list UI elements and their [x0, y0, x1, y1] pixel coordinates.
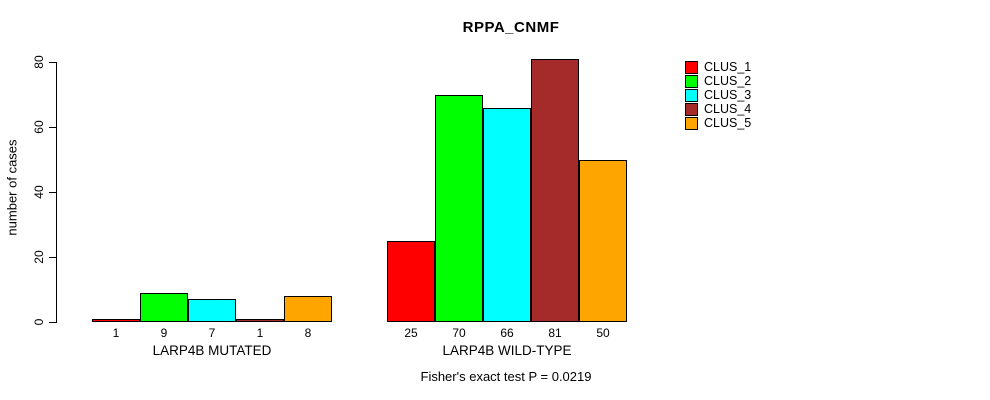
- bar-value-label: 25: [404, 326, 418, 340]
- bar-value-label: 7: [208, 326, 216, 340]
- y-axis-line: [56, 62, 57, 323]
- bar-value-label: 66: [500, 326, 514, 340]
- y-axis-tick: [49, 257, 56, 258]
- bar-clus_3-group2: [483, 107, 531, 322]
- y-tick-label: 40: [32, 185, 46, 199]
- legend-item-clus_2: CLUS_2: [685, 74, 751, 88]
- y-axis-tick: [49, 192, 56, 193]
- legend-item-clus_1: CLUS_1: [685, 60, 751, 74]
- bar-value-label: 1: [256, 326, 264, 340]
- y-tick-label: 20: [32, 250, 46, 264]
- legend-swatch-icon: [685, 116, 698, 130]
- y-axis-tick: [49, 322, 56, 323]
- y-tick-label: 0: [32, 318, 46, 326]
- chart-title: RPPA_CNMF: [462, 19, 560, 36]
- bar-value-label: 9: [160, 326, 168, 340]
- bar-value-label: 81: [548, 326, 562, 340]
- bar-clus_2-group2: [435, 94, 483, 322]
- x-group-label: LARP4B WILD-TYPE: [442, 343, 572, 358]
- bar-clus_4-group1: [236, 318, 284, 322]
- y-axis-title: number of cases: [4, 139, 20, 236]
- x-group-label: LARP4B MUTATED: [152, 343, 272, 358]
- legend-label: CLUS_5: [704, 116, 752, 130]
- bar-clus_5-group1: [284, 296, 332, 322]
- bar-clus_4-group2: [531, 58, 579, 322]
- bar-value-label: 1: [112, 326, 120, 340]
- bar-clus_3-group1: [188, 299, 236, 322]
- bar-clus_5-group2: [579, 159, 627, 322]
- y-tick-label: 80: [32, 55, 46, 69]
- bar-value-label: 50: [596, 326, 610, 340]
- y-axis-tick: [49, 127, 56, 128]
- bar-clus_1-group2: [387, 240, 435, 322]
- y-axis-tick: [49, 62, 56, 63]
- legend-swatch-icon: [685, 60, 698, 74]
- legend-label: CLUS_4: [704, 102, 752, 116]
- legend-item-clus_3: CLUS_3: [685, 88, 751, 102]
- bar-value-label: 70: [452, 326, 466, 340]
- bar-clus_1-group1: [92, 318, 140, 322]
- y-tick-label: 60: [32, 120, 46, 134]
- legend-swatch-icon: [685, 74, 698, 88]
- legend-swatch-icon: [685, 88, 698, 102]
- legend-item-clus_5: CLUS_5: [685, 116, 751, 130]
- legend-label: CLUS_2: [704, 74, 752, 88]
- legend-item-clus_4: CLUS_4: [685, 102, 751, 116]
- legend: CLUS_1 CLUS_2 CLUS_3 CLUS_4 CLUS_5: [685, 60, 751, 130]
- annotation-text: Fisher's exact test P = 0.0219: [420, 369, 592, 384]
- legend-label: CLUS_3: [704, 88, 752, 102]
- legend-swatch-icon: [685, 102, 698, 116]
- legend-label: CLUS_1: [704, 60, 752, 74]
- bar-value-label: 8: [304, 326, 312, 340]
- bar-clus_2-group1: [140, 292, 188, 322]
